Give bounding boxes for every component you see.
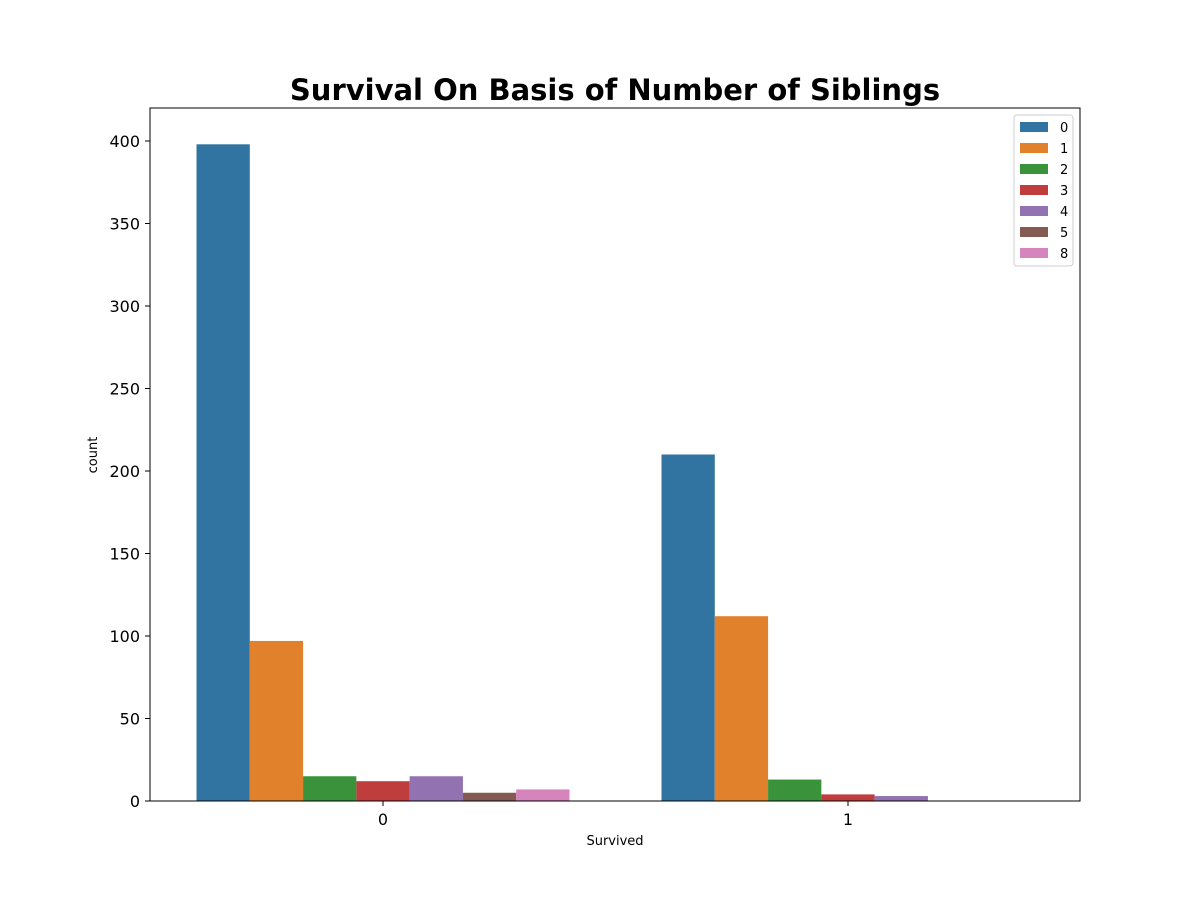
bar-survived-1-sibsp-2	[768, 779, 822, 801]
y-tick-label: 400	[109, 132, 140, 151]
legend-swatch-3	[1020, 185, 1048, 195]
x-axis-label: Survived	[586, 834, 643, 849]
legend-swatch-2	[1020, 164, 1048, 174]
legend-swatch-1	[1020, 143, 1048, 153]
bar-survived-0-sibsp-0	[196, 144, 250, 802]
legend-label-1: 1	[1060, 142, 1068, 157]
bar-survived-0-sibsp-8	[516, 789, 570, 801]
y-axis: 0 50 100 150 200 250 300 350 400	[109, 132, 150, 811]
y-axis-label: count	[86, 437, 101, 474]
bar-survived-0-sibsp-5	[462, 792, 517, 801]
y-tick-label: 150	[109, 545, 140, 564]
bar-survived-1-sibsp-3	[821, 794, 875, 801]
legend-label-4: 4	[1060, 205, 1068, 220]
bar-survived-0-sibsp-3	[356, 781, 410, 801]
bar-survived-1-sibsp-4	[874, 796, 928, 801]
legend-label-5: 5	[1060, 226, 1068, 241]
legend-swatch-4	[1020, 206, 1048, 216]
bar-survived-0-sibsp-4	[409, 776, 463, 801]
y-tick-label: 50	[120, 710, 140, 729]
bar-survived-0-sibsp-1	[249, 640, 304, 801]
legend-label-0: 0	[1060, 121, 1068, 136]
legend-label-3: 3	[1060, 184, 1068, 199]
y-tick-label: 250	[109, 380, 140, 399]
chart-title: Survival On Basis of Number of Siblings	[290, 73, 940, 107]
bar-survived-1-sibsp-0	[661, 454, 715, 801]
bars-group	[196, 144, 928, 802]
legend-label-2: 2	[1060, 163, 1068, 178]
bar-survived-0-sibsp-2	[303, 776, 357, 801]
y-tick-label: 350	[109, 215, 140, 234]
legend-swatch-0	[1020, 122, 1048, 132]
y-tick-label: 0	[130, 792, 140, 811]
y-tick-label: 200	[109, 462, 140, 481]
y-tick-label: 300	[109, 297, 140, 316]
legend-swatch-5	[1020, 227, 1048, 237]
bar-survived-1-sibsp-1	[714, 616, 769, 801]
x-tick-label: 1	[843, 810, 853, 829]
legend: 0 1 2 3 4 5 8	[1013, 114, 1074, 267]
legend-label-8: 8	[1060, 247, 1068, 262]
x-tick-label: 0	[378, 810, 388, 829]
legend-swatch-8	[1020, 248, 1048, 258]
plot-frame	[149, 107, 1081, 802]
y-tick-label: 100	[109, 627, 140, 646]
